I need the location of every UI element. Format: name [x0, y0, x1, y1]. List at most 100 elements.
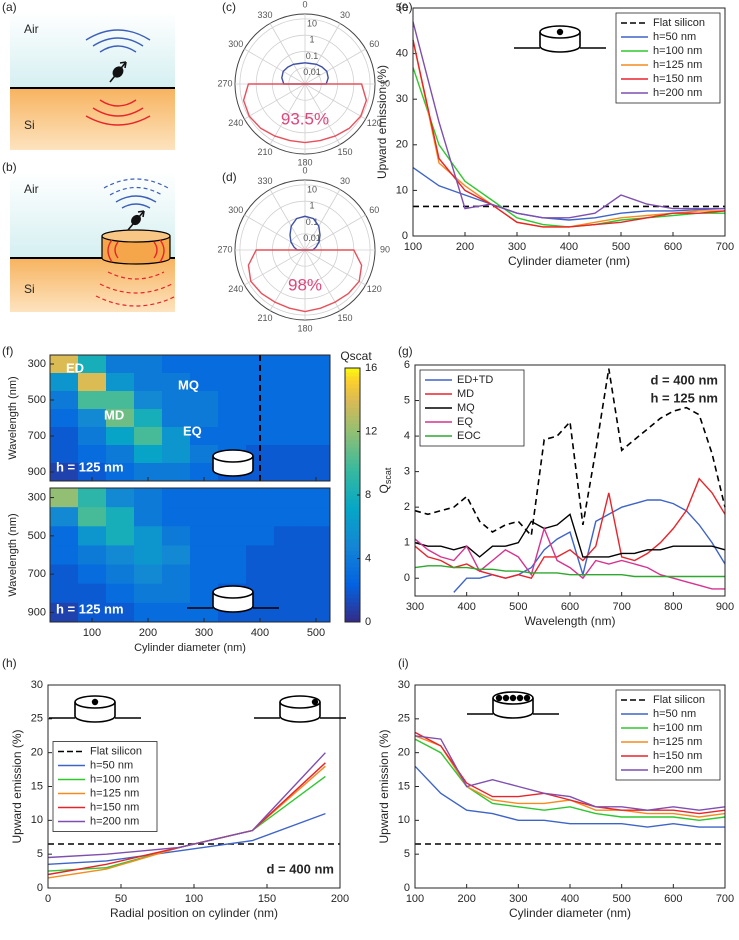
- icon-dot: [502, 694, 510, 702]
- polar-spoke: [269, 83, 306, 145]
- plot-frame: [412, 7, 726, 237]
- series-line: [412, 167, 726, 221]
- colorbar-segment: [345, 495, 360, 500]
- icon-cylinder-top: [212, 585, 254, 599]
- x-axis-label: Cylinder diameter (nm): [134, 642, 246, 654]
- series-line: [414, 731, 726, 815]
- heat-cell: [134, 409, 163, 428]
- colorbar-segment: [345, 610, 360, 615]
- series-line: [414, 565, 725, 578]
- legend-label: EOC: [457, 430, 481, 442]
- theta-tick-label: 240: [228, 118, 243, 128]
- colorbar-segment: [345, 550, 360, 556]
- heat-cell: [190, 409, 219, 428]
- y-tick-label: 10: [398, 814, 410, 826]
- heatmap-annotation: EQ: [183, 423, 202, 438]
- y-tick-label: 10: [396, 184, 408, 196]
- heat-cell: [162, 545, 191, 566]
- x-tick-label: 400: [560, 241, 578, 253]
- series-line: [412, 39, 726, 228]
- y-tick-label: 900: [28, 606, 46, 618]
- theta-tick-label: 330: [257, 176, 272, 186]
- heat-cell: [190, 583, 219, 604]
- y-tick-label: 700: [28, 568, 46, 580]
- heat-cell: [302, 564, 331, 585]
- x-tick-label: 700: [716, 241, 734, 253]
- series-line: [414, 526, 725, 590]
- colorbar-segment: [345, 447, 360, 452]
- air-label: Air: [24, 22, 39, 36]
- series-line: [414, 735, 726, 811]
- colorbar-segment: [345, 379, 360, 385]
- heat-cell: [302, 391, 331, 410]
- colorbar-segment: [345, 491, 360, 496]
- heat-cell: [134, 507, 163, 527]
- heat-cell: [78, 545, 107, 566]
- heat-cell: [106, 373, 135, 392]
- heat-cell: [218, 409, 247, 428]
- legend-label: h=150 nm: [653, 73, 702, 85]
- heat-cell: [190, 355, 219, 374]
- theta-tick-label: 150: [337, 313, 352, 323]
- colorbar-segment: [345, 411, 360, 417]
- polar-spoke: [304, 83, 341, 145]
- polar-curve: [247, 249, 363, 313]
- y-tick-label: 30: [396, 93, 408, 105]
- x-tick-label: 600: [664, 893, 682, 905]
- theta-tick-label: 0: [302, 0, 307, 9]
- polar-spoke: [244, 214, 306, 251]
- heat-cell: [274, 602, 303, 623]
- heat-cell: [302, 526, 331, 546]
- heat-cell: [190, 445, 219, 464]
- colorbar-segment: [345, 483, 360, 488]
- y-tick-label: 0: [404, 882, 410, 894]
- x-tick-label: 300: [509, 893, 527, 905]
- x-tick-label: 400: [251, 627, 269, 639]
- theta-tick-label: 210: [257, 147, 272, 157]
- emission-arcs: [85, 99, 151, 126]
- x-tick-label: 100: [406, 893, 424, 905]
- colorbar-segment: [345, 431, 360, 436]
- colorbar-segment: [345, 427, 360, 432]
- colorbar-segment: [345, 407, 360, 413]
- heat-cell: [274, 463, 303, 482]
- heat-cell: [50, 507, 79, 527]
- colorbar-segment: [345, 467, 360, 472]
- heat-cell: [302, 488, 331, 508]
- series-line: [47, 752, 326, 859]
- heat-cell: [106, 355, 135, 374]
- heat-cell: [134, 583, 163, 604]
- y-tick-label: 2: [404, 501, 410, 513]
- legend-label: h=100 nm: [90, 773, 139, 785]
- y-tick-label: 25: [398, 713, 410, 725]
- colorbar-segment: [345, 614, 360, 619]
- heat-cell: [274, 583, 303, 604]
- si-label: Si: [24, 282, 35, 296]
- heat-cell: [78, 564, 107, 585]
- y-tick-label: 25: [31, 713, 43, 725]
- polar-spoke: [304, 249, 341, 311]
- heat-cell: [162, 355, 191, 374]
- theta-tick-label: 270: [217, 244, 232, 254]
- series-line: [414, 477, 726, 580]
- x-tick-label: 100: [404, 241, 422, 253]
- theta-tick-label: 210: [257, 313, 272, 323]
- colorbar-segment: [345, 578, 360, 583]
- panel-label: (b): [2, 160, 17, 174]
- heat-cell: [246, 507, 275, 527]
- x-tick-label: 150: [258, 893, 276, 905]
- colorbar-segment: [345, 487, 360, 492]
- legend-label: ED+TD: [457, 374, 493, 386]
- r-tick-label: 0.01: [303, 67, 321, 77]
- colorbar-segment: [345, 375, 360, 381]
- r-tick-label: 1: [309, 201, 314, 211]
- x-axis-label: Cylinder diameter (nm): [508, 254, 630, 268]
- heat-cell: [190, 373, 219, 392]
- colorbar-segment: [345, 582, 360, 587]
- heat-cell: [274, 391, 303, 410]
- heat-cell: [302, 355, 331, 374]
- y-tick-label: 30: [31, 679, 43, 691]
- heat-cell: [50, 564, 79, 585]
- legend-label: Flat silicon: [90, 745, 142, 757]
- panel-label: (d): [222, 170, 237, 184]
